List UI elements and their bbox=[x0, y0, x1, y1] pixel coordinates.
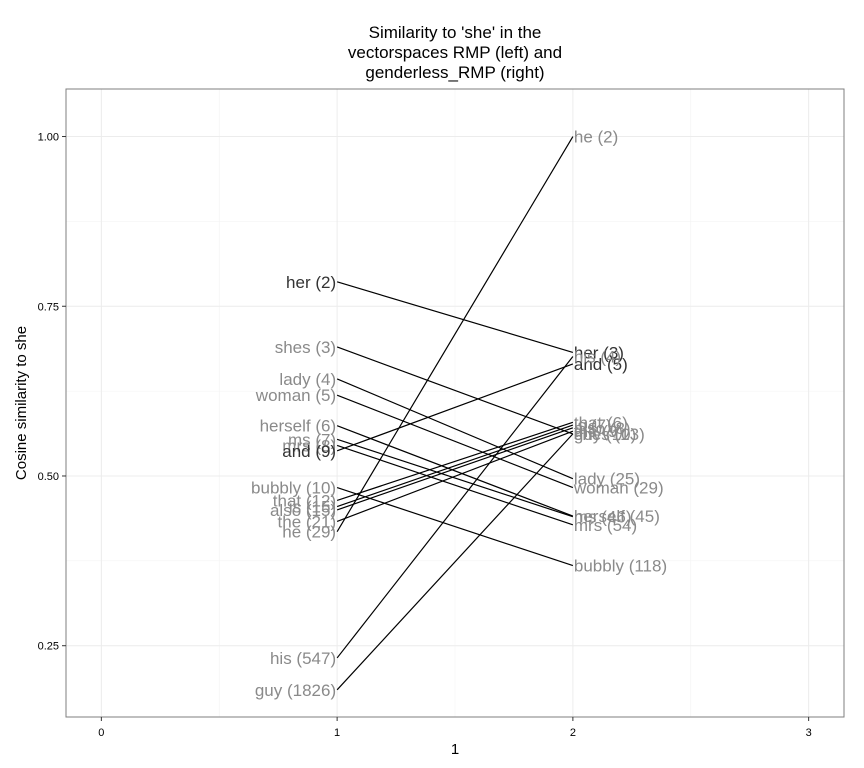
left-label-is: is (15) bbox=[289, 498, 336, 517]
title-line-2: vectorspaces RMP (left) and bbox=[348, 43, 562, 62]
x-axis: 0 1 2 3 bbox=[98, 717, 812, 739]
slope-line-her bbox=[336, 281, 574, 353]
slope-line-that bbox=[336, 421, 574, 501]
y-tick-label-0: 0.25 bbox=[38, 641, 59, 653]
left-label-mrs: mrs (8) bbox=[282, 436, 336, 455]
right-label-also: also (8) bbox=[574, 419, 631, 438]
right-label-he: he (2) bbox=[574, 128, 618, 147]
slope-line-his bbox=[336, 356, 574, 659]
right-label-ms: ms (46) bbox=[574, 508, 632, 527]
left-label-bubbly: bubbly (10) bbox=[251, 479, 336, 498]
right-label-lady: lady (25) bbox=[574, 470, 640, 489]
slope-line-ms bbox=[336, 438, 574, 518]
left-label-ms: ms (7) bbox=[288, 430, 336, 449]
left-label-and: and (9) bbox=[282, 442, 336, 461]
y-tick-label-1: 0.50 bbox=[38, 471, 59, 483]
left-label-herself: herself (6) bbox=[260, 417, 337, 436]
right-label-that: that (6) bbox=[574, 413, 628, 432]
slope-line-bubbly bbox=[336, 486, 574, 567]
grid bbox=[66, 89, 844, 717]
x-tick-label-1: 1 bbox=[334, 727, 340, 739]
slope-line-also bbox=[336, 427, 574, 511]
slope-line-is bbox=[336, 424, 574, 508]
slope-line-herself bbox=[336, 425, 574, 517]
x-tick-label-3: 3 bbox=[806, 727, 812, 739]
left-label-shes: shes (3) bbox=[275, 338, 336, 357]
left-label-her: her (2) bbox=[286, 273, 336, 292]
y-axis: 0.25 0.50 0.75 1.00 bbox=[38, 132, 66, 653]
slope-line-the bbox=[336, 430, 574, 523]
y-tick-label-2: 0.75 bbox=[38, 301, 59, 313]
left-label-he: he (29) bbox=[282, 523, 336, 542]
slope-line-lady bbox=[336, 378, 574, 480]
right-labels: her (3) shes (13) lady (25)woman (29) herse… bbox=[573, 128, 667, 576]
slope-line-and bbox=[336, 363, 574, 452]
right-label-is: is (7) bbox=[574, 416, 612, 435]
left-label-lady: lady (4) bbox=[279, 370, 336, 389]
left-label-woman: woman (5) bbox=[255, 386, 336, 405]
left-label-guy: guy (1826) bbox=[255, 681, 336, 700]
right-label-mrs: mrs (54) bbox=[574, 516, 637, 535]
plot-panel bbox=[65, 88, 845, 718]
slope-line-mrs bbox=[336, 444, 574, 526]
right-label-woman: woman (29) bbox=[573, 479, 664, 498]
left-label-also: also (15) bbox=[270, 501, 336, 520]
right-label-guy: guy (10) bbox=[574, 425, 636, 444]
chart-title: Similarity to 'she' in the vectorspaces … bbox=[348, 23, 562, 82]
right-label-the: the (9) bbox=[574, 422, 623, 441]
right-label-his: his (4) bbox=[574, 347, 621, 366]
right-label-her: her (3) bbox=[574, 343, 624, 362]
slope-line-shes bbox=[336, 346, 574, 435]
right-label-herself: herself (45) bbox=[574, 507, 660, 526]
slope-line-he bbox=[336, 136, 574, 532]
x-tick-label-2: 2 bbox=[570, 727, 576, 739]
y-axis-title: Cosine similarity to she bbox=[13, 326, 30, 480]
left-label-the: the (21) bbox=[278, 512, 337, 531]
slope-line-guy bbox=[336, 433, 574, 691]
left-label-that: that (12) bbox=[273, 491, 336, 510]
right-label-shes: shes (13) bbox=[574, 425, 645, 444]
left-labels: her (2) shes (3) lady (4)woman (5) herself … bbox=[251, 273, 336, 700]
x-axis-title: 1 bbox=[451, 741, 459, 758]
x-tick-label-0: 0 bbox=[98, 727, 104, 739]
right-label-bubbly: bubbly (118) bbox=[574, 557, 667, 576]
slope-lines bbox=[336, 136, 574, 691]
right-label-and: and (5) bbox=[574, 355, 628, 374]
slope-line-woman bbox=[336, 394, 574, 489]
title-line-3: genderless_RMP (right) bbox=[365, 63, 544, 82]
title-line-1: Similarity to 'she' in the bbox=[369, 23, 542, 42]
panel-border bbox=[65, 88, 845, 718]
left-label-his: his (547) bbox=[270, 649, 336, 668]
y-tick-label-3: 1.00 bbox=[38, 132, 59, 144]
